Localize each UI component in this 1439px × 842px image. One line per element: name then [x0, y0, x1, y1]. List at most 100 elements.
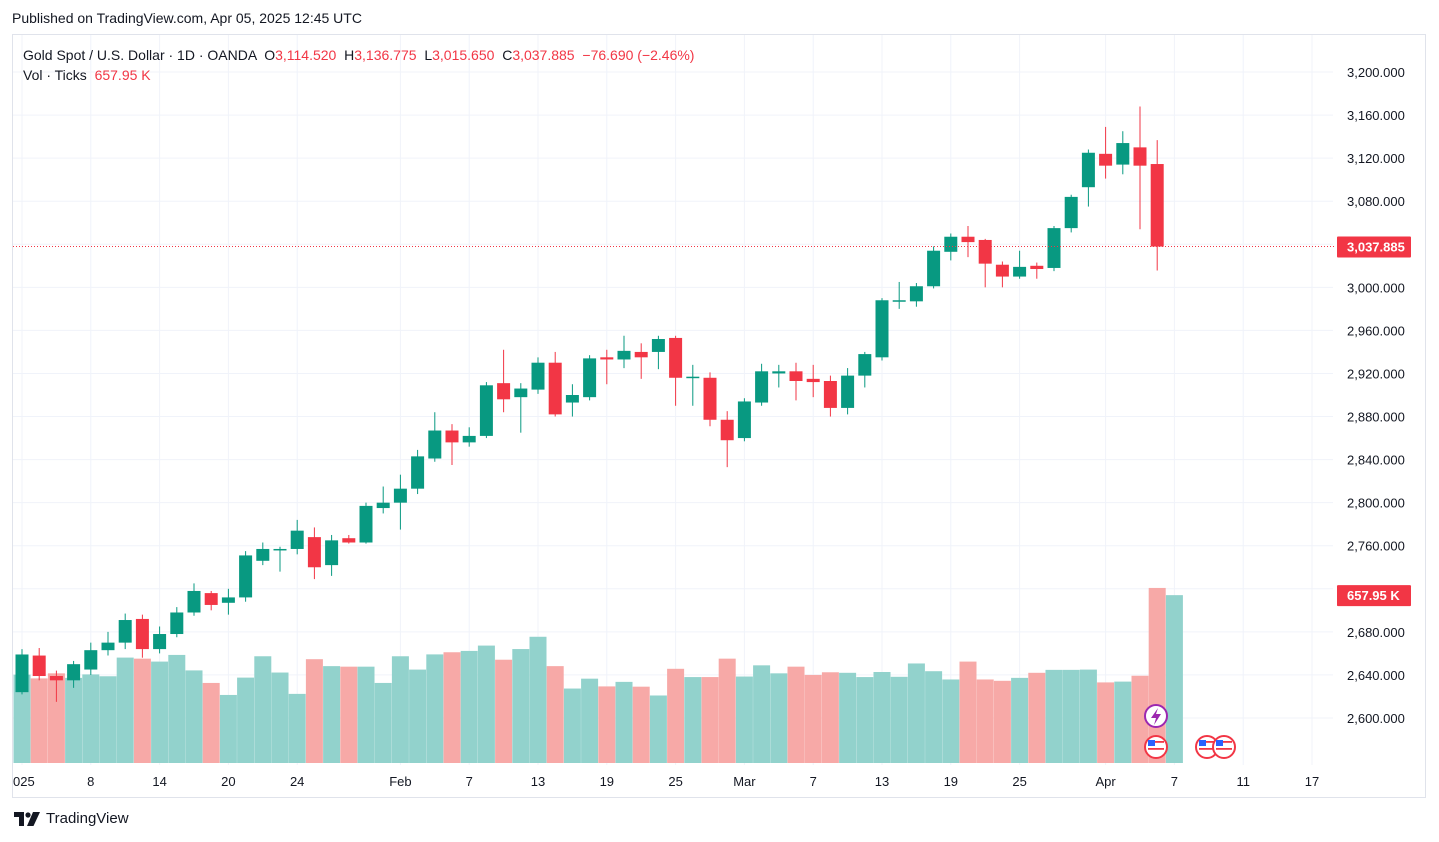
candle-body: [651, 339, 665, 352]
volume-bar: [133, 658, 151, 763]
candle-body: [135, 618, 149, 650]
candle-body: [944, 236, 958, 252]
y-axis-tick-label: 2,760.000: [1347, 539, 1405, 554]
volume-bar: [735, 676, 753, 763]
volume-bar: [426, 654, 444, 763]
volume-bar: [30, 678, 48, 763]
volume-bar: [563, 688, 581, 763]
x-axis-tick-label: 025: [13, 774, 35, 789]
candle-body: [669, 337, 683, 378]
volume-bar: [495, 659, 513, 763]
volume-bar: [409, 669, 427, 763]
candle-body: [359, 505, 373, 543]
candle-body: [376, 502, 390, 509]
x-axis-tick-label: 8: [87, 774, 94, 789]
chart-frame[interactable]: 2,600.000 2,640.000 2,680.000 2,760.000 2,80…: [12, 34, 1426, 798]
x-axis-tick-label: 17: [1305, 774, 1319, 789]
candle-body: [737, 401, 751, 439]
candle-body: [342, 538, 356, 543]
volume-bar: [1079, 669, 1097, 763]
volume-label[interactable]: Vol · Ticks: [23, 67, 87, 83]
y-axis-tick-label: 2,840.000: [1347, 453, 1405, 468]
symbol-description[interactable]: Gold Spot / U.S. Dollar · 1D · OANDA: [23, 47, 257, 63]
volume-bar: [47, 673, 65, 763]
volume-bar: [839, 672, 857, 763]
candle-body: [1099, 153, 1113, 166]
us-flag-event-icon[interactable]: [1144, 735, 1168, 759]
high-label: H: [344, 47, 355, 63]
candle-body: [256, 548, 270, 561]
lightning-event-icon[interactable]: [1144, 704, 1168, 728]
volume-bar: [546, 666, 564, 763]
x-axis-tick-label: 13: [875, 774, 889, 789]
y-axis-tick-label: 3,120.000: [1347, 151, 1405, 166]
candle-body: [978, 239, 992, 264]
y-axis-tick-label: 3,000.000: [1347, 280, 1405, 295]
candle-body: [170, 612, 184, 635]
volume-bar: [185, 670, 203, 763]
x-axis-tick-label: 11: [1236, 774, 1250, 789]
candle-body: [393, 488, 407, 503]
x-axis-tick-label: 7: [466, 774, 473, 789]
volume-bar: [99, 676, 117, 763]
candle-body: [961, 236, 975, 243]
candle-body: [927, 250, 941, 287]
volume-row: Vol · Ticks 657.95 K: [23, 65, 694, 85]
volume-bar: [151, 661, 169, 763]
published-caption: Published on TradingView.com, Apr 05, 20…: [12, 10, 362, 26]
volume-bar: [305, 659, 323, 763]
volume-bar: [649, 695, 667, 763]
x-axis-tick-label: Apr: [1095, 774, 1116, 789]
volume-bar: [667, 668, 685, 763]
low-value: 3,015.650: [432, 47, 495, 63]
open-value: 3,114.520: [275, 47, 337, 63]
volume-bar: [391, 656, 409, 763]
volume-bar: [787, 666, 805, 763]
volume-bar: [907, 663, 925, 763]
y-axis-tick-label: 2,640.000: [1347, 668, 1405, 683]
us-flag-event-icon[interactable]: [1195, 735, 1219, 759]
candle-body: [1116, 143, 1130, 165]
volume-bar: [684, 677, 702, 763]
candle-body: [325, 540, 339, 566]
candle-body: [772, 371, 786, 374]
candle-body: [583, 358, 597, 398]
volume-bar: [942, 679, 960, 763]
y-axis-tick-label: 2,600.000: [1347, 711, 1405, 726]
us-flag-event-icon[interactable]: [1212, 735, 1236, 759]
volume-bar: [598, 686, 616, 763]
y-axis-tick-label: 3,200.000: [1347, 65, 1405, 80]
candle-body: [995, 264, 1009, 277]
candle-body: [565, 395, 579, 403]
volume-bar: [1028, 672, 1046, 763]
open-label: O: [264, 47, 276, 63]
candle-body: [755, 371, 769, 403]
last-price-label-box: [1337, 236, 1411, 258]
candle-body: [686, 376, 700, 379]
x-axis-tick-label: 20: [221, 774, 235, 789]
x-axis-tick-label: 19: [600, 774, 614, 789]
x-axis-tick-label: 7: [810, 774, 817, 789]
volume-bar: [632, 686, 650, 763]
x-axis-tick-label: Feb: [389, 774, 411, 789]
candle-body: [858, 354, 872, 376]
footer-brand[interactable]: TradingView: [14, 810, 129, 827]
volume-bar: [1011, 677, 1029, 763]
candle-body: [32, 655, 46, 677]
volume-bar: [1114, 681, 1132, 763]
price-chart[interactable]: 2,600.000 2,640.000 2,680.000 2,760.000 2,80…: [13, 35, 1425, 797]
volume-bar: [1131, 675, 1149, 763]
y-axis-tick-label: 2,880.000: [1347, 410, 1405, 425]
y-axis-tick-label: 3,160.000: [1347, 108, 1405, 123]
volume-bar: [959, 661, 977, 763]
candle-body: [428, 430, 442, 459]
candle-body: [514, 388, 528, 398]
volume-bar: [615, 681, 633, 763]
volume-bar: [1097, 682, 1115, 763]
volume-bar: [512, 649, 530, 763]
volume-bar: [288, 693, 306, 763]
candle-body: [841, 375, 855, 408]
candle-body: [1081, 152, 1095, 188]
candle-body: [15, 654, 29, 693]
candle-body: [118, 620, 132, 643]
